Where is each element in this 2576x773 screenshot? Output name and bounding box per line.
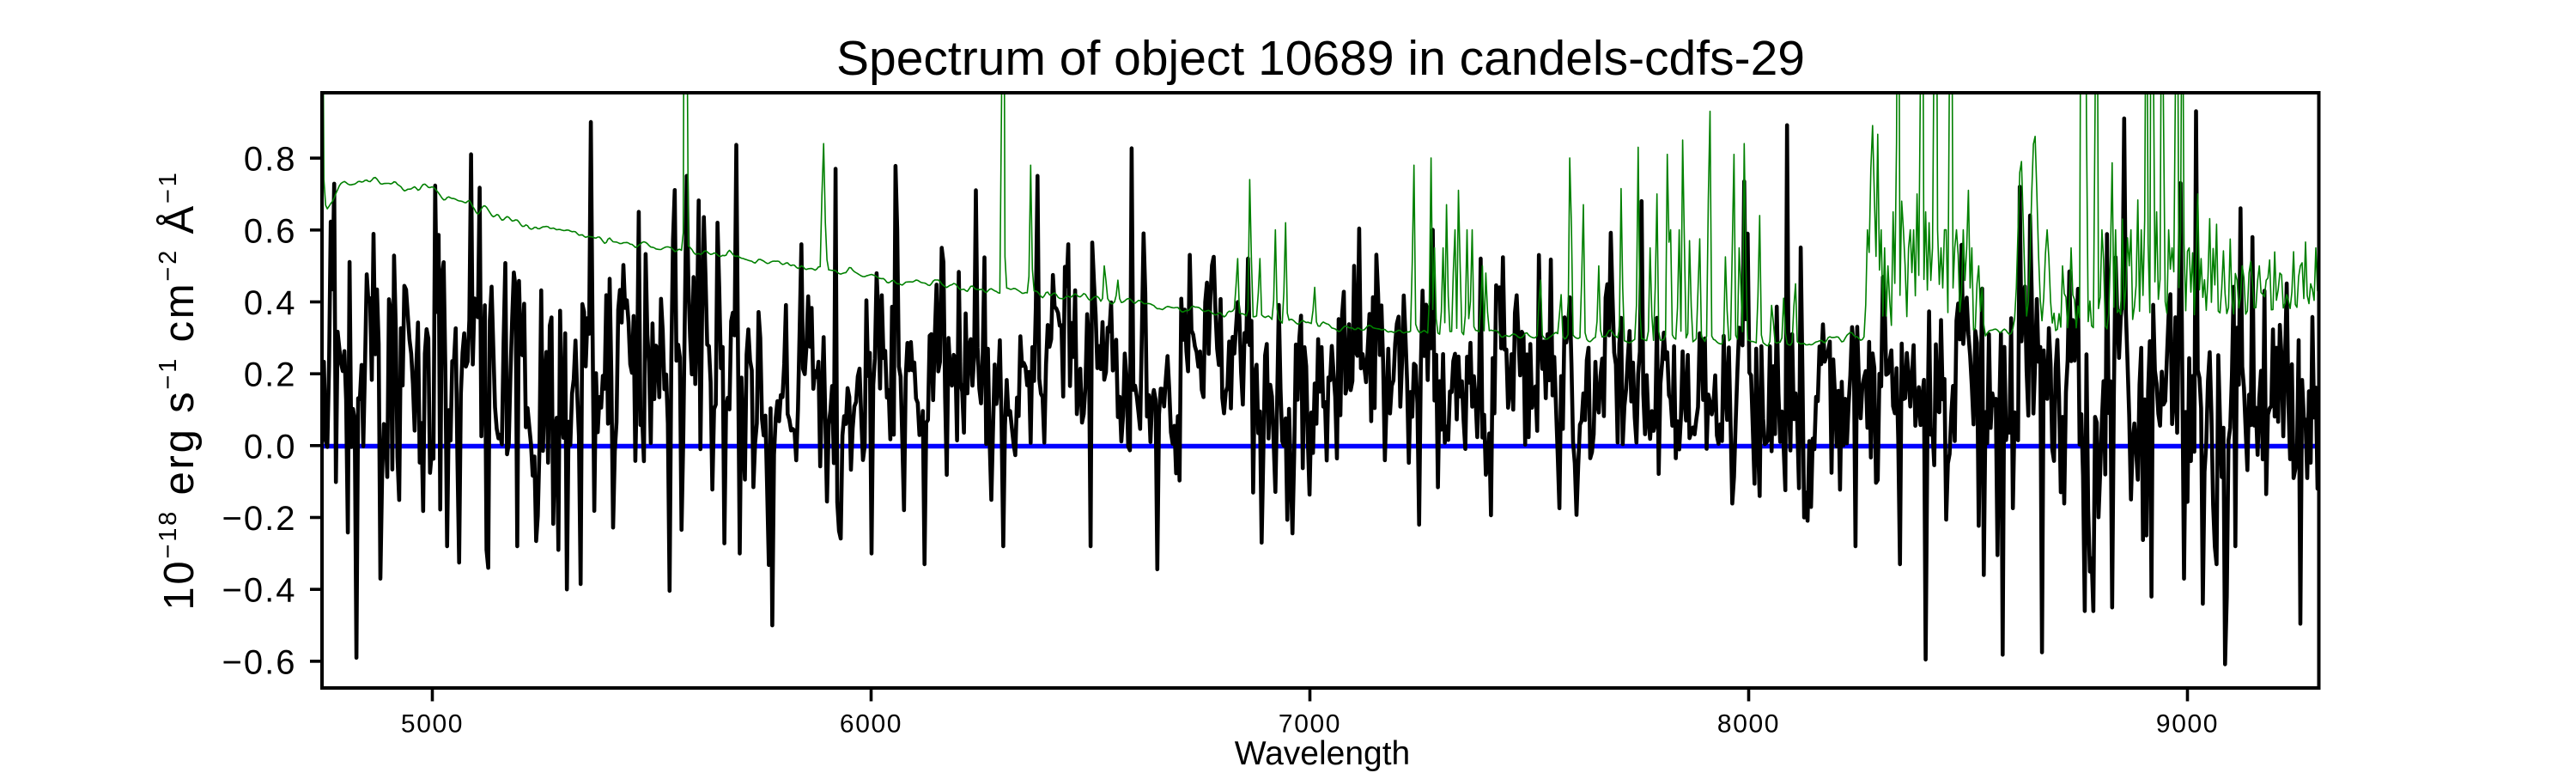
svg-text:−0.6: −0.6 [222, 643, 297, 681]
svg-text:9000: 9000 [2156, 709, 2219, 738]
svg-text:Wavelength: Wavelength [1235, 735, 1411, 772]
svg-text:5000: 5000 [401, 709, 464, 738]
svg-text:−0.2: −0.2 [222, 500, 297, 538]
svg-text:8000: 8000 [1717, 709, 1780, 738]
svg-text:0.8: 0.8 [244, 141, 297, 179]
svg-text:6000: 6000 [840, 709, 902, 738]
svg-text:−0.4: −0.4 [222, 572, 297, 610]
svg-text:0.0: 0.0 [244, 428, 297, 466]
svg-text:Spectrum of object 10689 in ca: Spectrum of object 10689 in candels-cdfs… [836, 31, 1805, 86]
svg-text:7000: 7000 [1279, 709, 1341, 738]
svg-text:0.6: 0.6 [244, 212, 297, 250]
svg-text:0.4: 0.4 [244, 284, 297, 322]
svg-text:0.2: 0.2 [244, 356, 297, 394]
